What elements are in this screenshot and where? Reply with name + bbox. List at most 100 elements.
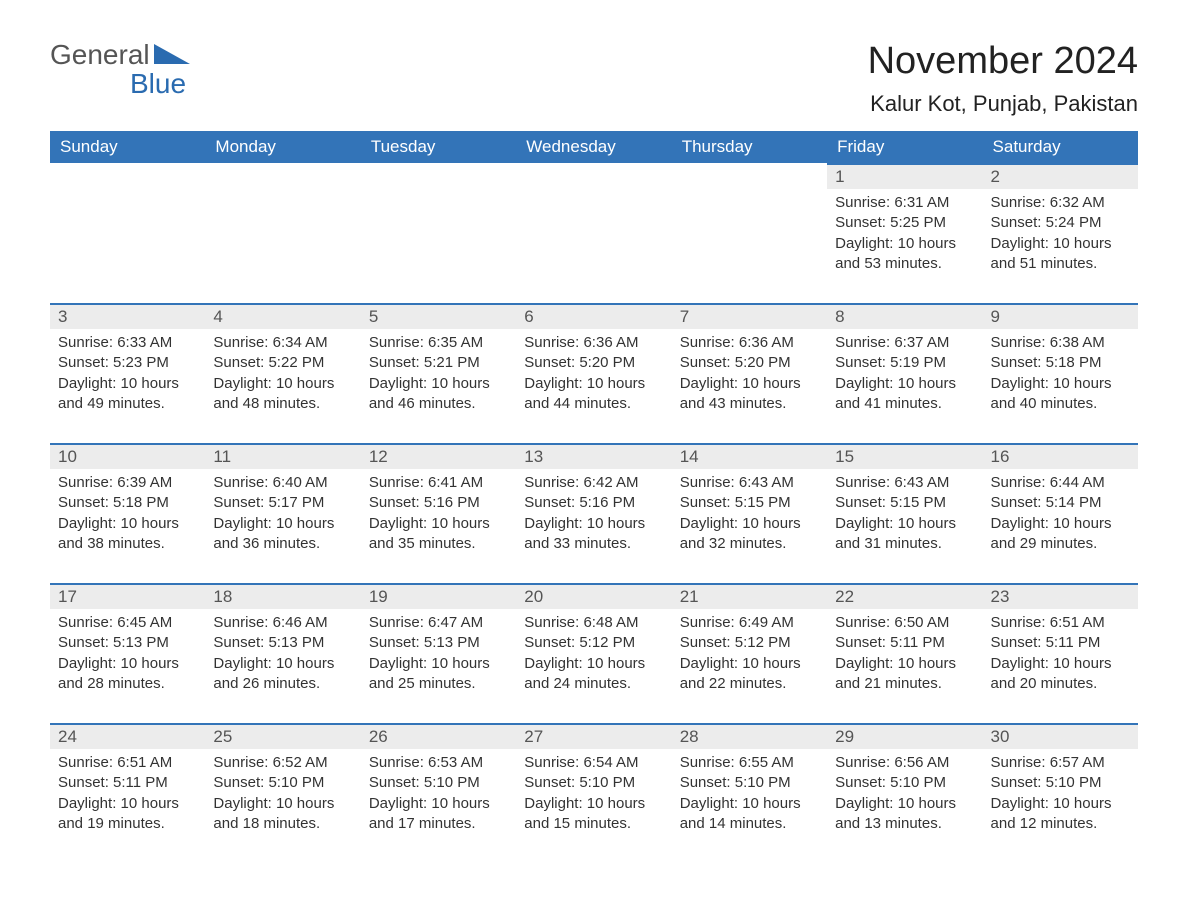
sunrise-prefix: Sunrise: — [213, 754, 272, 771]
sunset-value: 5:11 PM — [890, 634, 945, 651]
sunrise-prefix: Sunrise: — [524, 334, 583, 351]
daylight-hours: 10 — [1053, 795, 1070, 812]
sunrise-line: Sunrise: 6:51 AM — [991, 613, 1130, 633]
sunrise-value: 6:33 AM — [117, 334, 172, 351]
daylight-minutes: 31 — [864, 535, 881, 552]
daylight-prefix: Daylight: — [991, 375, 1054, 392]
daylight-line: Daylight: 10 hours and 49 minutes. — [58, 374, 197, 415]
sunset-line: Sunset: 5:21 PM — [369, 353, 508, 373]
daylight-minutes: 40 — [1020, 395, 1037, 412]
day-number: 11 — [205, 445, 360, 469]
calendar-cell: 3Sunrise: 6:33 AMSunset: 5:23 PMDaylight… — [50, 303, 205, 443]
day-cell: 10Sunrise: 6:39 AMSunset: 5:18 PMDayligh… — [50, 443, 205, 583]
minutes-word: minutes. — [415, 535, 476, 552]
day-cell: 21Sunrise: 6:49 AMSunset: 5:12 PMDayligh… — [672, 583, 827, 723]
day-cell: 29Sunrise: 6:56 AMSunset: 5:10 PMDayligh… — [827, 723, 982, 863]
day-number: 24 — [50, 725, 205, 749]
daylight-line: Daylight: 10 hours and 26 minutes. — [213, 654, 352, 695]
sunrise-value: 6:43 AM — [739, 474, 794, 491]
sunset-line: Sunset: 5:18 PM — [991, 353, 1130, 373]
day-info: Sunrise: 6:51 AMSunset: 5:11 PMDaylight:… — [983, 609, 1138, 698]
daylight-hours: 10 — [276, 795, 293, 812]
sunset-value: 5:13 PM — [113, 634, 169, 651]
minutes-word: minutes. — [1036, 535, 1097, 552]
minutes-word: minutes. — [881, 535, 942, 552]
minutes-word: minutes. — [570, 395, 631, 412]
logo-triangle-icon — [154, 40, 190, 69]
daylight-hours: 10 — [1053, 375, 1070, 392]
daylight-line: Daylight: 10 hours and 31 minutes. — [835, 514, 974, 555]
sunrise-prefix: Sunrise: — [58, 754, 117, 771]
daylight-prefix: Daylight: — [991, 515, 1054, 532]
sunrise-prefix: Sunrise: — [991, 194, 1050, 211]
day-cell: 20Sunrise: 6:48 AMSunset: 5:12 PMDayligh… — [516, 583, 671, 723]
sunrise-line: Sunrise: 6:36 AM — [680, 333, 819, 353]
sunset-prefix: Sunset: — [835, 214, 890, 231]
day-info: Sunrise: 6:39 AMSunset: 5:18 PMDaylight:… — [50, 469, 205, 558]
daylight-prefix: Daylight: — [524, 795, 587, 812]
sunset-line: Sunset: 5:13 PM — [58, 633, 197, 653]
sunset-value: 5:15 PM — [735, 494, 791, 511]
logo-text-general: General — [50, 40, 150, 69]
logo-line1: General — [50, 40, 190, 69]
daylight-prefix: Daylight: — [680, 795, 743, 812]
minutes-word: minutes. — [259, 675, 320, 692]
minutes-word: minutes. — [570, 535, 631, 552]
sunset-line: Sunset: 5:10 PM — [213, 773, 352, 793]
sunset-value: 5:15 PM — [890, 494, 946, 511]
sunset-line: Sunset: 5:12 PM — [524, 633, 663, 653]
day-info: Sunrise: 6:44 AMSunset: 5:14 PMDaylight:… — [983, 469, 1138, 558]
sunset-prefix: Sunset: — [524, 354, 579, 371]
daylight-minutes: 51 — [1020, 255, 1037, 272]
day-info: Sunrise: 6:49 AMSunset: 5:12 PMDaylight:… — [672, 609, 827, 698]
day-cell: 2Sunrise: 6:32 AMSunset: 5:24 PMDaylight… — [983, 163, 1138, 303]
daylight-line: Daylight: 10 hours and 24 minutes. — [524, 654, 663, 695]
day-number: 10 — [50, 445, 205, 469]
calendar-body: 1Sunrise: 6:31 AMSunset: 5:25 PMDaylight… — [50, 163, 1138, 863]
sunset-line: Sunset: 5:24 PM — [991, 213, 1130, 233]
daylight-minutes: 53 — [864, 255, 881, 272]
sunrise-prefix: Sunrise: — [524, 474, 583, 491]
calendar-cell: 23Sunrise: 6:51 AMSunset: 5:11 PMDayligh… — [983, 583, 1138, 723]
day-cell: 14Sunrise: 6:43 AMSunset: 5:15 PMDayligh… — [672, 443, 827, 583]
daylight-minutes: 14 — [709, 815, 726, 832]
sunset-prefix: Sunset: — [991, 354, 1046, 371]
calendar-cell: 12Sunrise: 6:41 AMSunset: 5:16 PMDayligh… — [361, 443, 516, 583]
sunrise-line: Sunrise: 6:43 AM — [835, 473, 974, 493]
day-info: Sunrise: 6:35 AMSunset: 5:21 PMDaylight:… — [361, 329, 516, 418]
daylight-prefix: Daylight: — [58, 375, 121, 392]
sunset-value: 5:13 PM — [268, 634, 324, 651]
day-number: 30 — [983, 725, 1138, 749]
day-cell: 3Sunrise: 6:33 AMSunset: 5:23 PMDaylight… — [50, 303, 205, 443]
sunset-value: 5:18 PM — [113, 494, 169, 511]
sunset-line: Sunset: 5:19 PM — [835, 353, 974, 373]
day-number: 20 — [516, 585, 671, 609]
day-number: 12 — [361, 445, 516, 469]
sunrise-line: Sunrise: 6:34 AM — [213, 333, 352, 353]
daylight-prefix: Daylight: — [524, 515, 587, 532]
sunset-value: 5:22 PM — [268, 354, 324, 371]
daylight-line: Daylight: 10 hours and 44 minutes. — [524, 374, 663, 415]
sunset-line: Sunset: 5:22 PM — [213, 353, 352, 373]
calendar-cell: 17Sunrise: 6:45 AMSunset: 5:13 PMDayligh… — [50, 583, 205, 723]
sunset-value: 5:12 PM — [579, 634, 635, 651]
sunset-prefix: Sunset: — [58, 494, 113, 511]
sunrise-prefix: Sunrise: — [524, 614, 583, 631]
calendar-cell: 13Sunrise: 6:42 AMSunset: 5:16 PMDayligh… — [516, 443, 671, 583]
sunset-prefix: Sunset: — [835, 494, 890, 511]
daylight-minutes: 15 — [553, 815, 570, 832]
day-cell: 30Sunrise: 6:57 AMSunset: 5:10 PMDayligh… — [983, 723, 1138, 863]
minutes-word: minutes. — [415, 675, 476, 692]
sunset-line: Sunset: 5:10 PM — [369, 773, 508, 793]
sunset-value: 5:23 PM — [113, 354, 169, 371]
sunrise-line: Sunrise: 6:35 AM — [369, 333, 508, 353]
daylight-minutes: 12 — [1020, 815, 1037, 832]
daylight-line: Daylight: 10 hours and 15 minutes. — [524, 794, 663, 835]
calendar-cell — [50, 163, 205, 303]
sunset-prefix: Sunset: — [991, 494, 1046, 511]
calendar-cell: 1Sunrise: 6:31 AMSunset: 5:25 PMDaylight… — [827, 163, 982, 303]
sunset-line: Sunset: 5:20 PM — [680, 353, 819, 373]
sunset-line: Sunset: 5:14 PM — [991, 493, 1130, 513]
sunrise-value: 6:51 AM — [1050, 614, 1105, 631]
daylight-line: Daylight: 10 hours and 35 minutes. — [369, 514, 508, 555]
